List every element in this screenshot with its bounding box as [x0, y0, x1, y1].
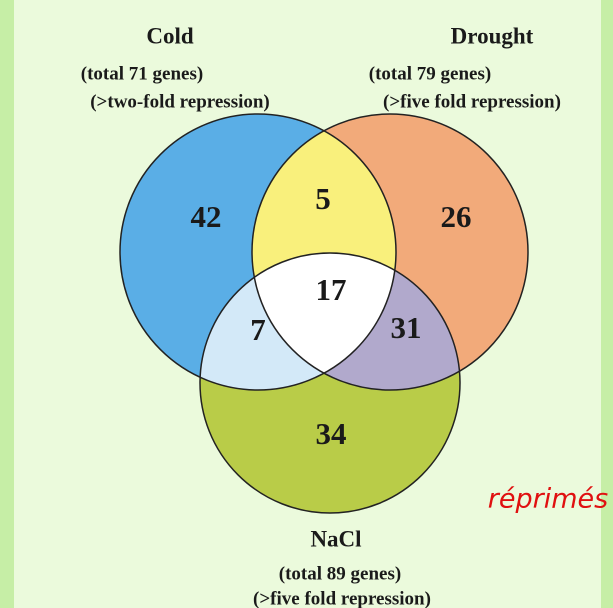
- all-three-region: [252, 253, 396, 390]
- region-count: 31: [391, 310, 422, 345]
- region-count: 26: [441, 199, 472, 234]
- set-total: (total 79 genes): [369, 63, 491, 84]
- drought-outline: [251, 113, 529, 391]
- region-count: 5: [315, 181, 331, 216]
- cold-outline: [119, 113, 397, 391]
- set-total: (total 89 genes): [279, 563, 401, 584]
- set-name: Cold: [146, 23, 194, 48]
- set-name: NaCl: [310, 526, 361, 551]
- set-criterion: (>two-fold repression): [90, 91, 270, 112]
- annotation: réprimés: [488, 484, 608, 515]
- set-criterion: (>five fold repression): [383, 91, 561, 112]
- set-total: (total 71 genes): [81, 63, 203, 84]
- set-criterion: (>five fold repression): [253, 588, 431, 608]
- region-count: 42: [191, 199, 222, 234]
- region-count: 17: [316, 272, 347, 307]
- set-name: Drought: [451, 23, 534, 48]
- nacl-outline: [199, 252, 461, 514]
- region-count: 34: [316, 416, 347, 451]
- region-count: 7: [250, 312, 266, 347]
